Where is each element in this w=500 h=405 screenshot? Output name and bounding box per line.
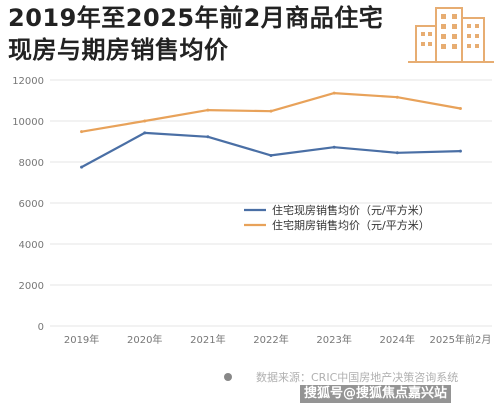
- legend-label-1: 住宅现房销售均价（元/平方米）: [272, 203, 430, 217]
- y-tick-label: 4000: [19, 240, 44, 251]
- chart-title: 2019年至2025年前2月商品住宅 现房与期房销售均价: [8, 2, 383, 66]
- x-tick-label: 2022年: [253, 333, 288, 346]
- data-point: [395, 151, 399, 155]
- footer: 数据来源：CRIC中国房地产决策咨询系统 搜狐号@搜狐焦点嘉兴站: [0, 365, 500, 405]
- y-tick-label: 10000: [12, 117, 44, 128]
- data-point: [143, 131, 147, 135]
- gridlines: [50, 79, 492, 327]
- x-tick-label: 2023年: [316, 333, 351, 346]
- y-tick-label: 0: [38, 322, 44, 333]
- x-tick-label: 2024年: [380, 333, 415, 346]
- y-tick-label: 8000: [19, 158, 44, 169]
- y-axis-tick-labels: 0 2000 4000 6000 8000 10000 12000: [12, 76, 44, 333]
- x-tick-label: 2019年: [64, 333, 99, 346]
- data-point: [395, 95, 399, 99]
- x-tick-label: 2020年: [127, 333, 162, 346]
- source-note: 数据来源：CRIC中国房地产决策咨询系统: [256, 371, 459, 384]
- x-tick-label: 2025年前2月: [430, 333, 492, 346]
- data-point: [80, 165, 84, 169]
- x-axis-tick-labels: 2019年 2020年 2021年 2022年 2023年 2024年 2025年前2月: [64, 333, 491, 346]
- y-tick-label: 12000: [12, 76, 44, 87]
- series-lines: [80, 91, 462, 169]
- chart-title-line-2: 现房与期房销售均价: [8, 36, 229, 64]
- bullet-dot: [224, 373, 232, 381]
- legend-label-2: 住宅期房销售均价（元/平方米）: [272, 218, 430, 232]
- y-tick-label: 2000: [19, 281, 44, 292]
- y-tick-label: 6000: [19, 199, 44, 210]
- buildings-icon: [408, 7, 494, 63]
- watermark: 搜狐号@搜狐焦点嘉兴站: [300, 385, 452, 403]
- chart-title-line-1: 2019年至2025年前2月商品住宅: [8, 4, 384, 32]
- data-point: [458, 106, 462, 110]
- x-tick-label: 2021年: [190, 333, 225, 346]
- data-point: [332, 145, 336, 149]
- data-point: [143, 119, 147, 123]
- data-point: [458, 149, 462, 153]
- data-point: [269, 153, 273, 157]
- data-point: [206, 108, 210, 112]
- legend: 住宅现房销售均价（元/平方米）住宅期房销售均价（元/平方米）: [244, 203, 430, 232]
- data-point: [80, 130, 84, 134]
- data-point: [332, 91, 336, 95]
- data-point: [269, 109, 273, 113]
- data-point: [206, 135, 210, 139]
